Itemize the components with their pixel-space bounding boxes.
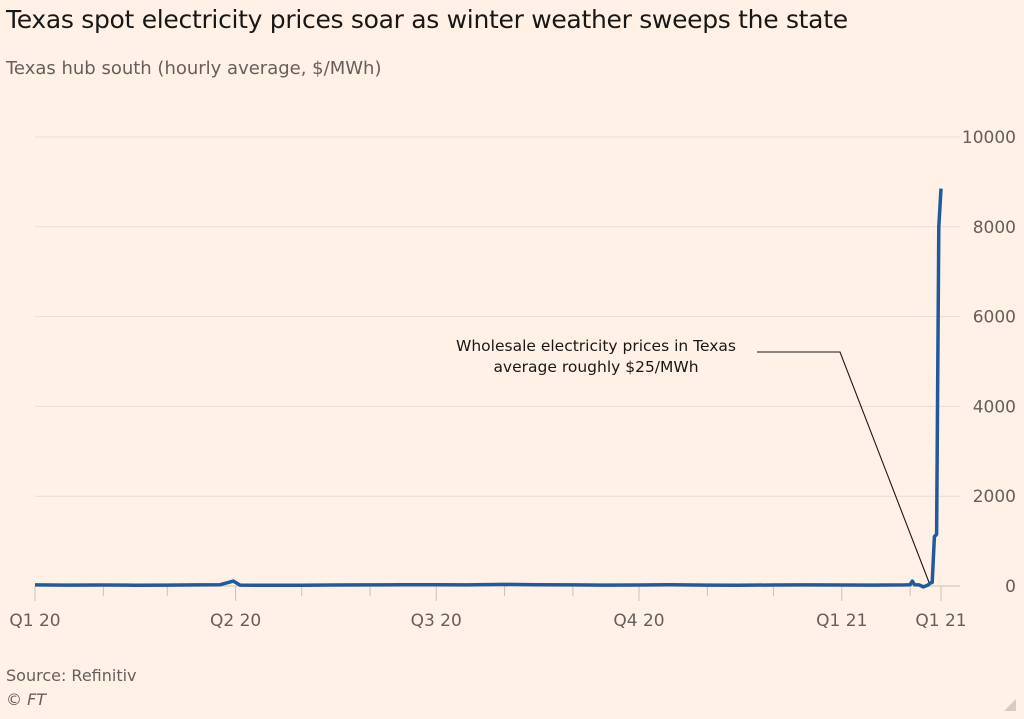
copyright: © FT bbox=[6, 690, 47, 709]
x-tick-label: Q4 20 bbox=[613, 611, 664, 631]
price-series-line bbox=[34, 188, 943, 589]
x-tick-label: Q3 20 bbox=[411, 611, 462, 631]
annotation-text: Wholesale electricity prices in Texas bbox=[456, 337, 736, 355]
y-tick-label: 6000 bbox=[973, 308, 1016, 328]
x-tick-label: Q1 21 bbox=[816, 611, 867, 631]
chart-subtitle: Texas hub south (hourly average, $/MWh) bbox=[6, 58, 382, 79]
y-tick-label: 10000 bbox=[962, 128, 1016, 148]
annotation-leader-line bbox=[757, 351, 931, 586]
annotation-text: average roughly $25/MWh bbox=[493, 358, 698, 376]
source-note: Source: Refinitiv bbox=[6, 666, 137, 685]
y-tick-label: 4000 bbox=[973, 397, 1016, 417]
x-tick-label: Q1 20 bbox=[9, 611, 60, 631]
y-tick-label: 2000 bbox=[973, 487, 1016, 507]
resize-handle-icon bbox=[1004, 699, 1016, 711]
y-tick-label: 0 bbox=[1005, 577, 1016, 597]
x-tick-label: Q2 20 bbox=[210, 611, 261, 631]
chart-title: Texas spot electricity prices soar as wi… bbox=[6, 5, 848, 34]
x-tick-label: Q1 21 bbox=[915, 611, 966, 631]
y-tick-label: 8000 bbox=[973, 218, 1016, 238]
